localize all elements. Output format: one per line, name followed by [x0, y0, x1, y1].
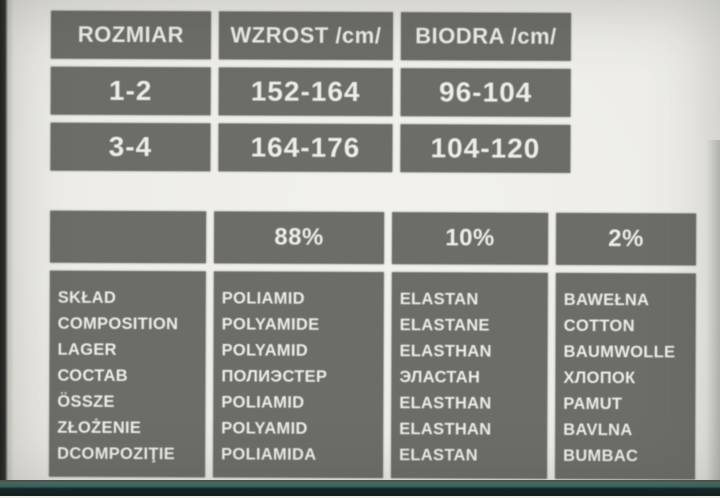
left-edge-shadow: [0, 0, 14, 496]
size-row2-rozmiar: 3-4: [50, 122, 211, 172]
polyamide-line: POLIAMID: [221, 289, 305, 308]
elastane-line: ELASTANE: [399, 316, 490, 335]
polyamide-line: POLYAMID: [221, 419, 308, 438]
size-row1-rozmiar: 1-2: [50, 66, 211, 116]
polyamide-line: ПОЛИЭСТЕР: [221, 367, 328, 386]
composition-label-line: ZŁOŻENIE: [57, 418, 142, 438]
size-row2-wzrost: 164-176: [218, 123, 393, 173]
size-row1-biodra: 96-104: [400, 68, 571, 117]
right-edge-shadow: [706, 140, 720, 480]
elastane-line: ЭЛАСТАН: [399, 368, 481, 387]
cotton-line: ХЛОПОК: [563, 368, 636, 388]
polyamide-line: POLIAMID: [221, 393, 305, 412]
composition-column-labels: SKŁAD COMPOSITION LAGER СОСТАВ ÖSSZE ZŁO…: [48, 270, 206, 478]
composition-header-blank: [49, 210, 207, 264]
size-row2-biodra: 104-120: [400, 124, 571, 173]
elastane-line: ELASTHAN: [399, 420, 492, 439]
composition-column-cotton: BAWEŁNA COTTON BAUMWOLLE ХЛОПОК PAMUT BA…: [554, 272, 696, 480]
bottom-edge-band: [0, 480, 720, 496]
composition-label-line: COMPOSITION: [57, 314, 179, 334]
polyamide-line: POLIAMIDA: [221, 445, 317, 464]
composition-table: 88% 10% 2% SKŁAD COMPOSITION LAGER СОСТА…: [48, 210, 697, 480]
composition-label-line: СОСТАВ: [57, 366, 128, 385]
polyamide-line: POLYAMID: [221, 341, 309, 360]
elastane-line: ELASTAN: [399, 446, 478, 465]
composition-label-line: SKŁAD: [57, 288, 117, 307]
composition-header-10: 10%: [391, 212, 549, 265]
elastane-line: ELASTAN: [399, 290, 479, 309]
cotton-line: BAWEŁNA: [563, 290, 650, 310]
elastane-line: ELASTHAN: [399, 342, 492, 361]
cotton-line: COTTON: [563, 316, 635, 336]
composition-column-polyamide: POLIAMID POLYAMIDE POLYAMID ПОЛИЭСТЕР PO…: [212, 271, 384, 479]
size-row1-wzrost: 152-164: [218, 67, 393, 117]
composition-column-elastane: ELASTAN ELASTANE ELASTHAN ЭЛАСТАН ELASTH…: [390, 272, 548, 479]
size-header-rozmiar: ROZMIAR: [50, 10, 212, 60]
size-header-wzrost: WZROST /cm/: [218, 11, 394, 61]
cotton-line: BAUMWOLLE: [563, 342, 676, 362]
cotton-line: BUMBAC: [563, 446, 639, 466]
composition-label-line: ÖSSZE: [57, 392, 115, 411]
elastane-line: ELASTHAN: [399, 394, 492, 413]
composition-label-line: DCOMPOZIŢIE: [57, 444, 176, 464]
composition-header-88: 88%: [213, 211, 385, 265]
cotton-line: PAMUT: [563, 394, 623, 414]
size-header-biodra: BIODRA /cm/: [400, 12, 572, 61]
cotton-line: BAVLNA: [563, 420, 633, 440]
size-table: ROZMIAR WZROST /cm/ BIODRA /cm/ 1-2 152-…: [50, 10, 572, 173]
composition-header-2: 2%: [555, 212, 697, 266]
composition-label-line: LAGER: [57, 340, 117, 359]
polyamide-line: POLYAMIDE: [221, 315, 320, 334]
